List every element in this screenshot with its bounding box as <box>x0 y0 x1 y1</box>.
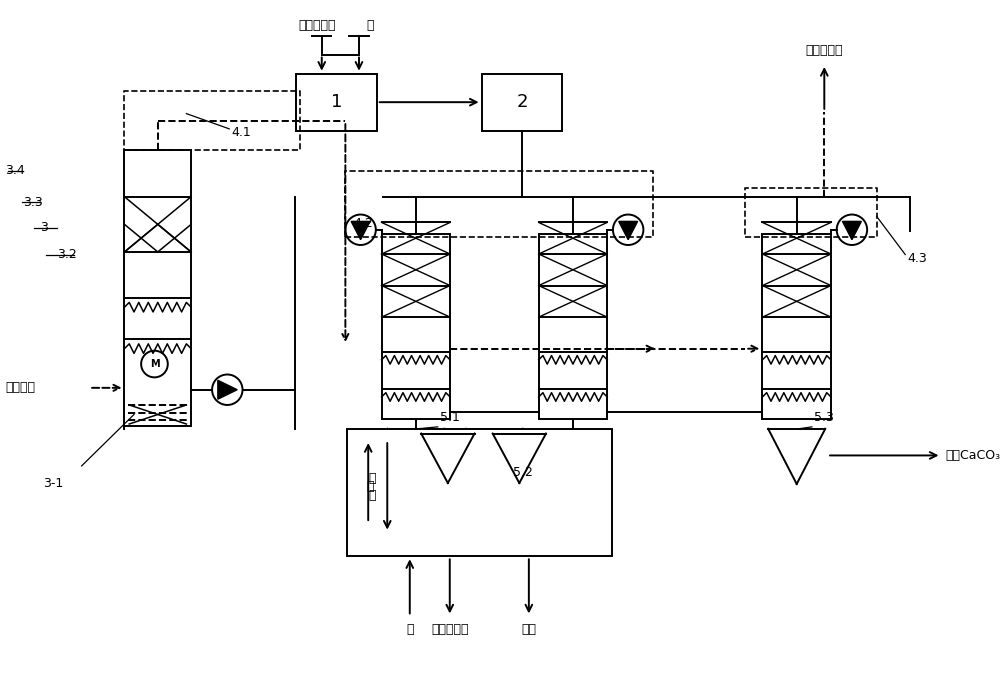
Bar <box>762 234 831 419</box>
Polygon shape <box>842 221 861 240</box>
Bar <box>539 234 607 419</box>
Text: 脱硝废气: 脱硝废气 <box>5 381 35 394</box>
Text: 4.3: 4.3 <box>907 252 927 265</box>
Text: 水: 水 <box>366 480 374 493</box>
Text: 1: 1 <box>331 93 342 111</box>
Text: 水: 水 <box>367 19 374 32</box>
Text: 5.2: 5.2 <box>513 466 533 479</box>
Text: 3: 3 <box>40 221 48 234</box>
Polygon shape <box>619 221 638 240</box>
Bar <box>347 429 612 556</box>
Text: 外排: 外排 <box>521 623 536 636</box>
Bar <box>382 234 450 419</box>
Bar <box>124 150 191 426</box>
Text: 排: 排 <box>368 489 376 502</box>
Text: 水: 水 <box>406 623 414 636</box>
Text: 3.3: 3.3 <box>23 196 42 209</box>
Text: 3.2: 3.2 <box>57 248 77 261</box>
Text: 5.3: 5.3 <box>814 411 834 424</box>
Text: 2: 2 <box>516 93 528 111</box>
Text: 3.4: 3.4 <box>5 164 25 178</box>
Text: 待处理废水: 待处理废水 <box>431 623 469 636</box>
Polygon shape <box>218 380 237 399</box>
Text: 净化后气体: 净化后气体 <box>806 45 843 57</box>
Text: 4.1: 4.1 <box>231 126 251 139</box>
Text: 4.2: 4.2 <box>353 217 373 230</box>
Polygon shape <box>351 221 370 240</box>
Text: 外: 外 <box>368 472 376 485</box>
Bar <box>296 74 377 131</box>
Text: 5.1: 5.1 <box>440 411 460 424</box>
Text: M: M <box>150 359 159 369</box>
Bar <box>482 74 562 131</box>
Text: 产品CaCO₃: 产品CaCO₃ <box>945 449 1000 462</box>
Text: 3-1: 3-1 <box>44 477 64 489</box>
Text: 电石渣粉末: 电石渣粉末 <box>298 19 336 32</box>
